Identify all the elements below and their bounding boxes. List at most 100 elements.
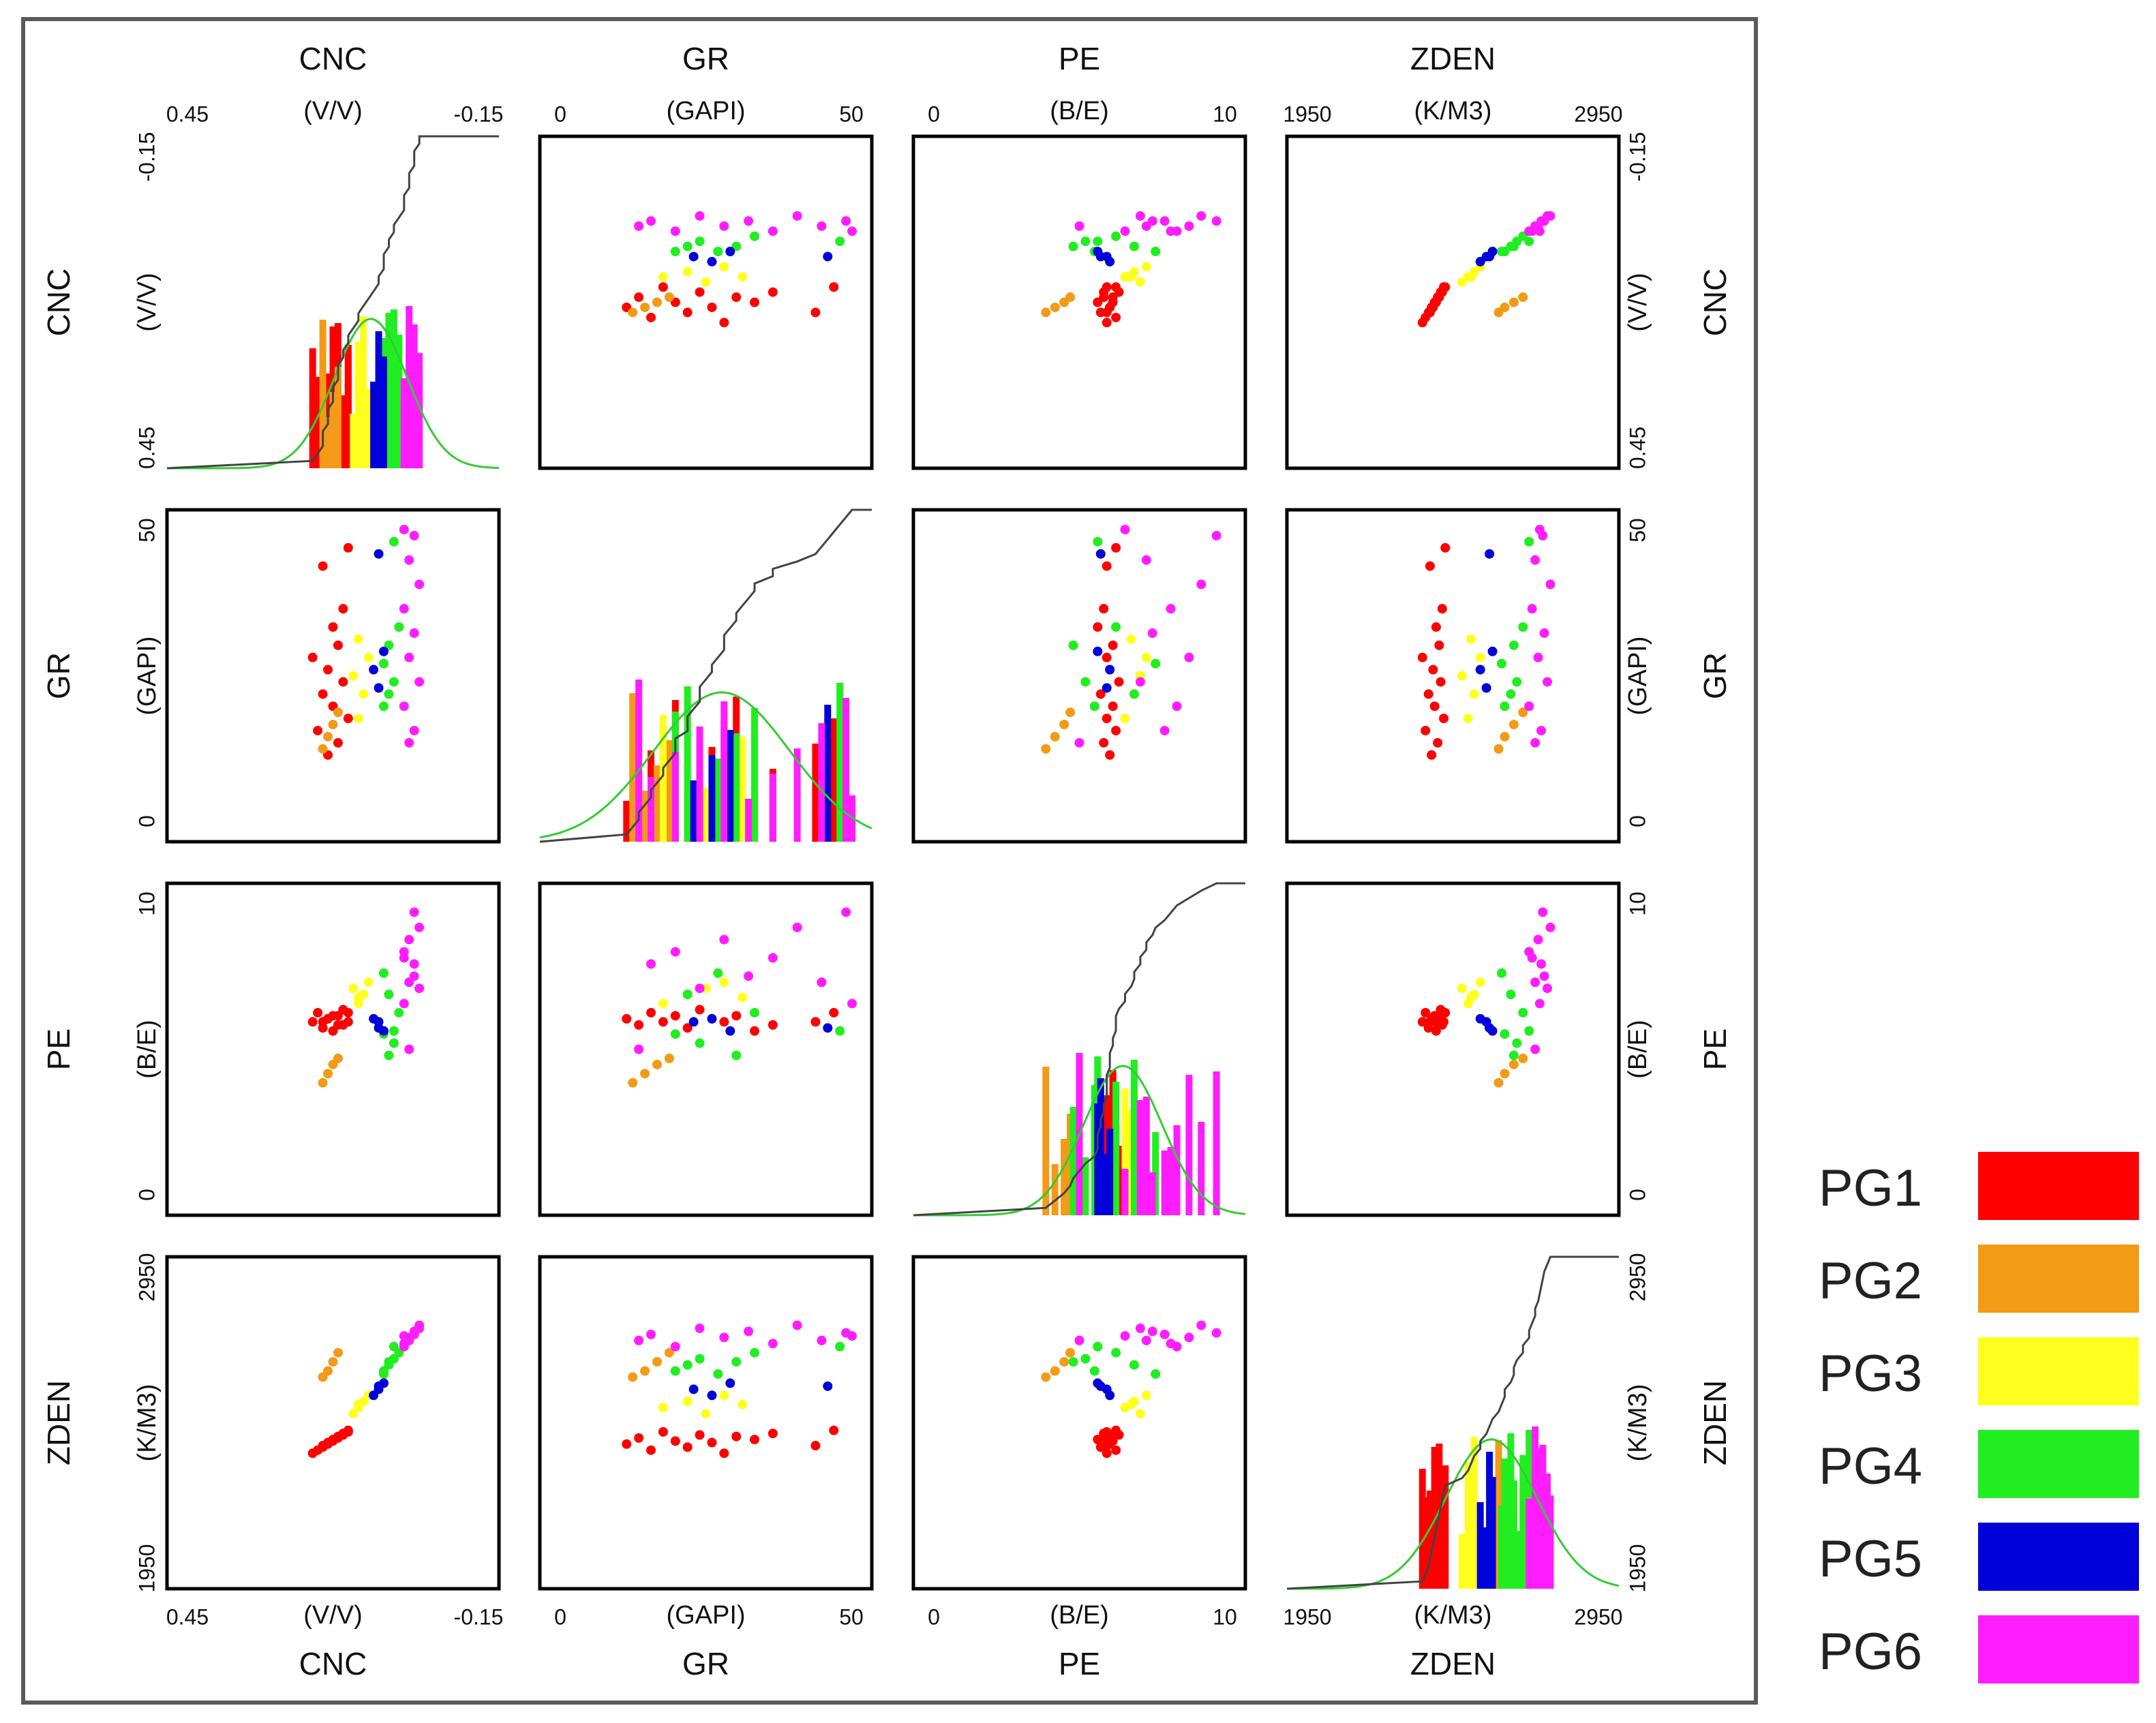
- histogram-bar-pg6: [1539, 1445, 1547, 1589]
- histogram-bar-pg5: [1476, 1502, 1484, 1589]
- point-pg6: [1184, 1332, 1194, 1343]
- histogram-bar-pg6: [696, 727, 703, 842]
- point-pg1: [1427, 750, 1437, 760]
- point-pg3: [1135, 1409, 1145, 1419]
- point-pg1: [719, 1017, 729, 1027]
- histogram-bar-pg1: [623, 801, 631, 842]
- point-pg4: [713, 247, 723, 256]
- point-pg6: [634, 1335, 644, 1345]
- point-pg1: [768, 1429, 778, 1439]
- point-pg6: [695, 984, 705, 994]
- legend-label: PG4: [1819, 1437, 1923, 1495]
- point-pg4: [394, 622, 404, 632]
- point-pg1: [750, 1435, 760, 1445]
- bottom-label-gr: GR: [682, 1646, 729, 1681]
- point-pg1: [1429, 701, 1440, 712]
- point-pg3: [658, 1403, 668, 1413]
- cumulative-curve: [913, 882, 1245, 1217]
- point-pg2: [1508, 1059, 1519, 1069]
- point-pg5: [1485, 251, 1495, 262]
- point-pg6: [399, 953, 409, 963]
- point-pg3: [353, 992, 363, 1003]
- point-pg4: [695, 1354, 705, 1364]
- point-pg5: [374, 549, 384, 559]
- panel-frame: [165, 1255, 501, 1591]
- point-pg3: [1141, 652, 1151, 662]
- point-pg4: [1506, 689, 1516, 699]
- panels-layer: [165, 134, 1621, 1591]
- histogram-bar-pg3: [1458, 1534, 1466, 1589]
- right-min-cnc: 0.45: [1625, 427, 1650, 469]
- histogram-bar-pg6: [635, 680, 643, 842]
- point-pg1: [1421, 725, 1431, 735]
- panel-frame: [911, 134, 1247, 470]
- right-unit-zden: (K/M3): [1624, 1384, 1652, 1462]
- point-pg1: [658, 282, 668, 292]
- right-unit-cnc: (V/V): [1624, 273, 1652, 332]
- point-pg2: [1518, 707, 1528, 718]
- panel-frame: [1285, 881, 1621, 1217]
- panel-gr-vs-pe: [911, 508, 1247, 844]
- panel-frame: [165, 508, 501, 844]
- point-pg3: [719, 262, 729, 272]
- point-pg2: [1065, 707, 1076, 718]
- left-min-cnc: 0.45: [134, 427, 159, 469]
- point-pg1: [695, 1005, 705, 1015]
- point-pg1: [768, 287, 778, 297]
- histogram-bar-pg6: [1532, 1470, 1539, 1589]
- panel-frame: [538, 881, 874, 1217]
- point-pg4: [731, 1357, 742, 1367]
- point-pg5: [1485, 1023, 1495, 1033]
- point-pg3: [658, 272, 668, 282]
- point-pg1: [333, 1011, 343, 1021]
- point-pg1: [768, 1020, 778, 1030]
- histogram-bar-pg6: [1213, 1071, 1220, 1215]
- bottom-unit-cnc: (V/V): [303, 1601, 363, 1630]
- histogram-bar-pg1: [309, 348, 316, 468]
- point-pg5: [374, 1381, 384, 1391]
- point-pg4: [1089, 1366, 1099, 1376]
- left-label-cnc: CNC: [41, 269, 76, 337]
- point-pg6: [1527, 604, 1537, 614]
- point-pg3: [1126, 634, 1136, 644]
- point-pg4: [750, 1007, 760, 1018]
- right-unit-gr: (GAPI): [1624, 636, 1652, 715]
- point-pg1: [1108, 640, 1118, 650]
- point-pg5: [1095, 549, 1106, 559]
- point-pg1: [1102, 652, 1112, 662]
- point-pg6: [719, 1332, 729, 1343]
- point-pg1: [1099, 737, 1109, 748]
- left-unit-gr: (GAPI): [133, 636, 162, 715]
- point-pg4: [835, 237, 845, 247]
- point-pg4: [1093, 1341, 1103, 1352]
- panel-pe-vs-zden: [1285, 881, 1621, 1217]
- legend-item-pg6: PG6: [1800, 1615, 2154, 1690]
- point-pg6: [1543, 984, 1553, 994]
- point-pg1: [634, 1433, 644, 1443]
- point-pg1: [695, 1430, 705, 1440]
- point-pg1: [343, 1425, 353, 1435]
- bottom-min-gr: 0: [554, 1604, 566, 1629]
- legend-swatch: [1978, 1523, 2139, 1591]
- panel-zden-vs-gr: [538, 1255, 874, 1591]
- bottom-label-cnc: CNC: [299, 1646, 367, 1681]
- point-pg2: [664, 292, 674, 303]
- point-pg6: [768, 1339, 778, 1349]
- point-pg1: [1093, 1435, 1103, 1445]
- point-pg4: [1068, 241, 1078, 251]
- histogram-bar-pg1: [339, 395, 347, 468]
- panel-pe-vs-cnc: [165, 881, 501, 1217]
- point-pg4: [1151, 1369, 1161, 1379]
- bottom-unit-pe: (B/E): [1050, 1601, 1109, 1630]
- point-pg6: [1147, 628, 1157, 638]
- histogram-bar-pg2: [641, 791, 649, 842]
- point-pg4: [670, 1366, 680, 1376]
- point-pg4: [389, 677, 399, 687]
- point-pg4: [1500, 1029, 1510, 1039]
- point-pg4: [394, 1007, 404, 1018]
- top-min-zden: 1950: [1283, 102, 1331, 126]
- point-pg6: [1166, 226, 1176, 237]
- point-pg1: [1431, 1026, 1441, 1036]
- point-pg2: [323, 1366, 333, 1376]
- point-pg1: [343, 1007, 353, 1018]
